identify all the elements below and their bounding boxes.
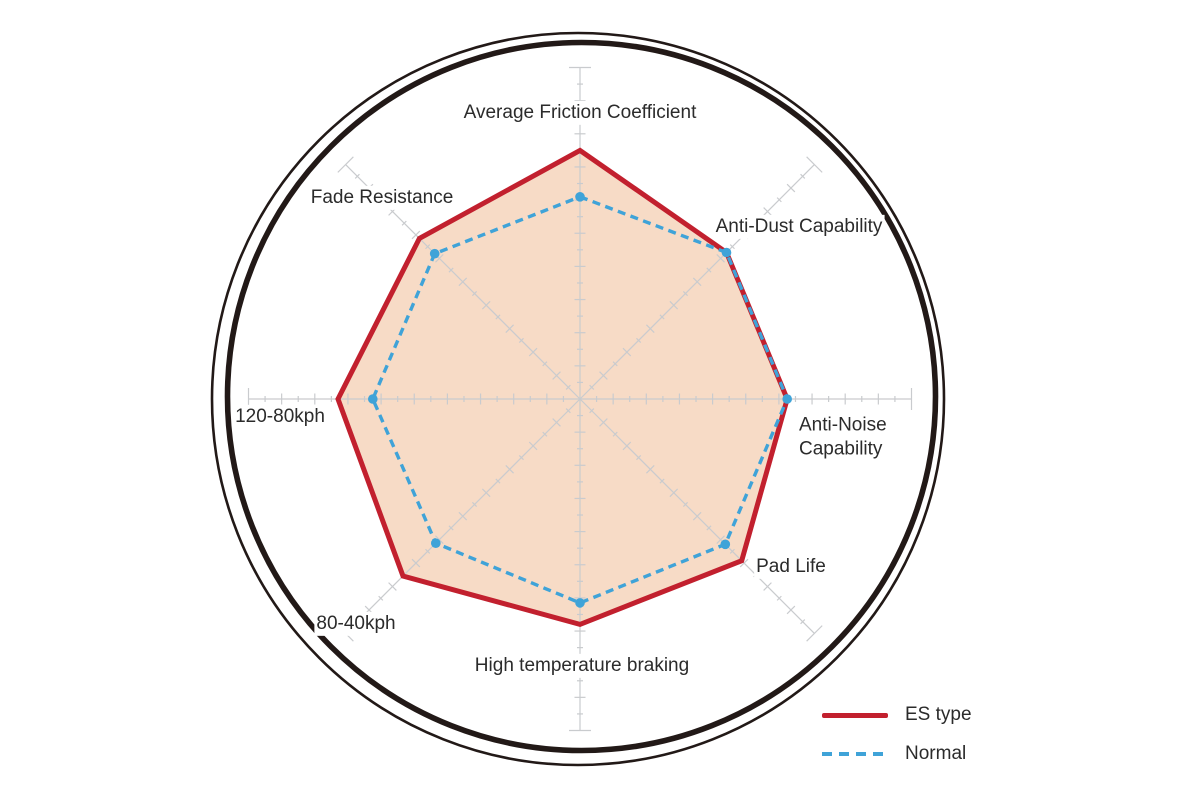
axis-label-fade-resistance: Fade Resistance: [308, 185, 456, 211]
axis-label-high-temperature-braking: High temperature braking: [472, 653, 692, 679]
normal-marker: [721, 247, 732, 258]
axis-line-6: [247, 388, 580, 410]
axis-line-3: [579, 398, 823, 642]
axis-label-pad-life: Pad Life: [754, 554, 828, 580]
axis-label-120-80kph: 120-80kph: [233, 404, 327, 430]
normal-line-swatch: [822, 752, 888, 756]
normal-marker: [782, 394, 792, 404]
legend-label-es-type: ES type: [905, 704, 972, 725]
es-type-line-swatch: [822, 712, 888, 718]
axis-label-anti-noise-capability: Anti-Noise Capability: [797, 413, 921, 463]
normal-marker: [431, 538, 441, 548]
legend-item-normal: Normal: [822, 743, 972, 765]
axis-label-anti-dust-capability: Anti-Dust Capability: [713, 214, 885, 240]
normal-marker: [575, 192, 585, 202]
normal-marker: [720, 539, 731, 550]
legend: ES type Normal: [822, 704, 972, 765]
outer-ring: [210, 31, 946, 767]
inner-ring: [224, 39, 939, 754]
axis-label-average-friction-coefficient: Average Friction Coefficient: [461, 100, 699, 126]
axis-line-1: [579, 156, 823, 400]
normal-marker: [368, 394, 378, 404]
normal-marker: [575, 598, 585, 608]
axis-line-2: [580, 388, 913, 410]
legend-item-es-type: ES type: [822, 704, 972, 726]
normal-polygon: [370, 194, 790, 605]
legend-label-normal: Normal: [905, 743, 967, 764]
axis-label-80-40kph: 80-40kph: [314, 611, 398, 637]
normal-marker: [429, 248, 440, 259]
